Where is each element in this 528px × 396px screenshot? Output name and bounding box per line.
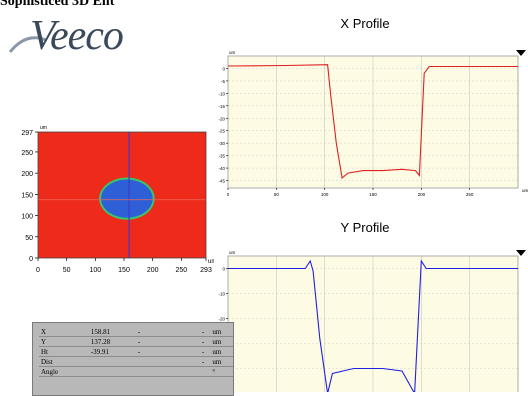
x-profile-ytick-label: -5 [221, 79, 225, 84]
readout-d1: - [135, 327, 185, 337]
x-profile-ytick-label: -35 [218, 154, 225, 159]
veeco-logo: Veeco [8, 12, 148, 59]
readout-d1 [135, 356, 185, 367]
readout-value [88, 356, 136, 367]
map-ytick-label: 250 [21, 150, 33, 157]
x-profile-y-unit: um [229, 50, 236, 55]
map-xtick-label: 150 [118, 267, 130, 274]
map-xtick-label: 293 [200, 267, 212, 274]
map-y-unit: um [40, 125, 47, 131]
y-profile-ytick-label: -10 [218, 292, 225, 297]
x-profile-ytick-label: -40 [218, 166, 225, 171]
x-profile-ytick-label: 0 [222, 66, 225, 71]
map-xtick-label: 100 [89, 267, 101, 274]
x-profile-title: X Profile [340, 16, 390, 31]
x-profile-series-line [227, 64, 518, 180]
map-ytick-label: 150 [21, 192, 33, 199]
readout-unit: um [210, 327, 233, 337]
readout-table: X 158.81- - um Y 137.28- - um Ht -39.91- - um Dist - u… [39, 327, 233, 377]
readout-value: -39.91 [88, 346, 136, 357]
y-profile-title: Y Profile [340, 220, 390, 235]
readout-unit: um [210, 336, 233, 347]
x-profile-xtick-label: 100 [321, 192, 329, 197]
x-profile-ytick-label: -25 [218, 129, 225, 134]
readout-d2: - [184, 356, 211, 367]
y-profile-series-line [228, 259, 518, 392]
readout-row: Angle ° [39, 366, 233, 377]
readout-label: Angle [39, 366, 89, 377]
x-profile-menu-triangle-icon [516, 50, 526, 56]
x-profile-xtick-label: 250 [466, 192, 474, 197]
map-frame [37, 131, 207, 259]
readout-value: 158.81 [88, 327, 136, 337]
y-profile-ytick-label: -20 [218, 317, 225, 322]
page-header: Sophisticed 3D Ent [0, 0, 115, 9]
map-xtick-label: 250 [176, 267, 188, 274]
readout-unit: um [210, 346, 233, 357]
readout-label: Dist [39, 356, 89, 367]
map-xtick-label: 200 [147, 267, 159, 274]
map-ytick-label: 200 [21, 171, 33, 178]
x-profile-xtick-label: 50 [274, 192, 280, 197]
height-map-chart: 0 50 100 150 200 250 297 0 50 100 150 200 250 293 um um [21, 125, 214, 274]
readout-unit: ° [210, 366, 233, 377]
logo-text: Veeco [30, 13, 124, 59]
readout-d1: - [135, 336, 185, 347]
readout-unit: um [210, 356, 233, 367]
x-profile-ytick-label: -30 [218, 141, 225, 146]
x-profile-chart[interactable]: 0 -5 -10 -15 -20 -25 -30 -35 -40 -45 0 50 100 150 200 2… [206, 44, 528, 204]
readout-d1: - [135, 346, 185, 357]
map-x-unit: um [208, 259, 214, 265]
readout-d2: - [184, 327, 211, 337]
x-profile-ytick-label: -20 [218, 116, 225, 121]
y-profile-menu-triangle-icon [516, 250, 526, 256]
map-xtick-label: 0 [36, 267, 40, 274]
readout-d2: - [184, 336, 211, 347]
x-profile-ytick-label: -10 [218, 91, 225, 96]
x-profile-ytick-label: -45 [218, 179, 225, 184]
map-ytick-label: 297 [21, 130, 33, 137]
map-ytick-label: 100 [21, 214, 33, 221]
pit-spot [101, 179, 153, 218]
map-ytick-label: 0 [29, 256, 33, 263]
readout-row: Y 137.28- - um [39, 336, 233, 347]
readout-panel: X 158.81- - um Y 137.28- - um Ht -39.91- - um Dist - u… [32, 322, 234, 396]
logo-swoosh-icon [8, 36, 47, 53]
x-profile-xtick-label: 150 [369, 192, 377, 197]
y-profile-y-unit: um [229, 250, 236, 255]
readout-d2: - [184, 346, 211, 357]
readout-label: Ht [39, 346, 89, 357]
x-profile-ytick-label: -15 [218, 104, 225, 109]
x-profile-xtick-label: 0 [227, 192, 230, 197]
readout-row: Dist - um [39, 356, 233, 367]
map-xtick-label: 50 [63, 267, 71, 274]
x-profile-xtick-label: 200 [418, 192, 426, 197]
readout-d2 [184, 366, 211, 377]
readout-row: Ht -39.91- - um [39, 346, 233, 357]
x-profile-x-unit: um [522, 188, 528, 193]
readout-label: Y [39, 336, 89, 347]
readout-label: X [39, 327, 89, 337]
map-ytick-label: 50 [25, 235, 33, 242]
y-profile-ytick-label: 0 [222, 267, 225, 272]
readout-value: 137.28 [88, 336, 136, 347]
readout-d1 [135, 366, 185, 377]
readout-row: X 158.81- - um [39, 327, 233, 337]
readout-value [88, 366, 136, 377]
